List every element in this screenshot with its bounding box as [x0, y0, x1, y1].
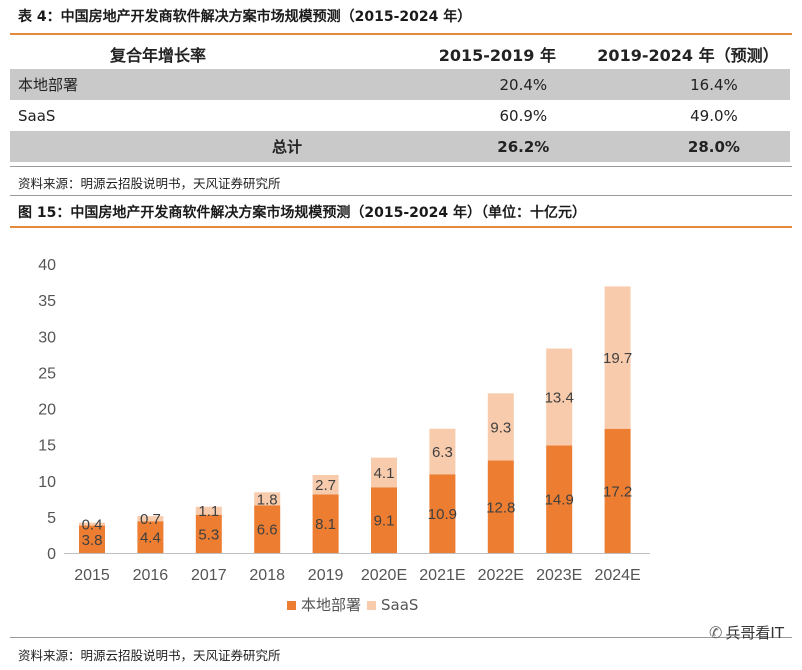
bar-onpremise [312, 494, 339, 553]
bar-saas [429, 428, 456, 475]
data-label-saas: 1.1 [198, 503, 219, 520]
bar-onpremise [429, 474, 456, 553]
data-label-saas: 4.1 [374, 465, 395, 482]
y-tick-label: 30 [38, 329, 56, 346]
bar-onpremise [79, 525, 105, 553]
data-label-saas: 9.3 [490, 419, 511, 436]
data-label-saas: 19.7 [603, 350, 632, 367]
header-2015-2019: 2015-2019 年 [438, 45, 556, 65]
y-tick-label: 15 [38, 438, 56, 455]
row-label: 总计 [10, 131, 409, 162]
data-label-onpremise: 4.4 [140, 530, 161, 547]
legend-label: 本地部署 [301, 596, 361, 614]
data-label-saas: 0.4 [82, 517, 103, 534]
bar-onpremise [487, 460, 514, 553]
legend-swatch [367, 601, 376, 610]
table-title: 表 4：中国房地产开发商软件解决方案市场规模预测（2015-2024 年） [18, 9, 472, 25]
data-label-onpremise: 8.1 [315, 516, 336, 533]
stacked-bar-chart: 0 5 10 15 20 25 30 35 40 3.80.4 2015 4.4 0.7 2016 5.3 1… [38, 257, 650, 614]
row-label: SaaS [18, 106, 56, 125]
table-top-rule [10, 33, 792, 35]
bar-onpremise [195, 514, 222, 553]
data-label-saas: 0.7 [140, 511, 161, 528]
data-label-saas: 6.3 [432, 444, 453, 461]
data-label-onpremise: 6.6 [257, 522, 278, 539]
figure-title: 图 15：中国房地产开发商软件解决方案市场规模预测（2015-2024 年）（单… [18, 205, 586, 221]
table-row-total: 总计 26.2% 28.0% [10, 131, 790, 162]
data-label-onpremise: 5.3 [198, 526, 219, 543]
header-2019-2024: 2019-2024 年（预测） [597, 45, 779, 65]
row-value: 49.0% [690, 106, 738, 125]
x-tick-label: 2019 [308, 567, 344, 584]
bar-onpremise [371, 487, 397, 553]
table-header-row: 复合年增长率 2015-2019 年 2019-2024 年（预测） [10, 38, 790, 69]
x-tick-label: 2020E [361, 567, 407, 584]
header-cagr: 复合年增长率 [110, 45, 207, 65]
row-value: 20.4% [408, 69, 586, 100]
data-label-saas: 2.7 [315, 477, 336, 494]
watermark-text: 兵哥看IT [725, 624, 784, 642]
data-label-onpremise: 14.9 [545, 492, 574, 509]
bar-saas [254, 492, 281, 506]
bar-onpremise [546, 445, 573, 553]
bar-saas [137, 516, 164, 522]
bar-onpremise [137, 521, 164, 553]
y-tick-label: 20 [38, 402, 56, 419]
bar-saas [371, 457, 397, 488]
x-tick-label: 2016 [133, 567, 169, 584]
data-label-onpremise: 9.1 [374, 513, 395, 530]
wechat-icon: ✆ [709, 623, 723, 642]
row-value: 60.9% [499, 106, 548, 125]
data-label-saas: 1.8 [257, 491, 278, 508]
data-label-onpremise: 12.8 [486, 499, 515, 516]
figure-bottom-rule [10, 637, 792, 638]
data-label-saas: 13.4 [545, 389, 574, 406]
cagr-table: 复合年增长率 2015-2019 年 2019-2024 年（预测） 本地部署 … [10, 38, 790, 162]
bar-onpremise [604, 428, 631, 553]
x-tick-label: 2023E [536, 567, 582, 584]
table-source: 资料来源：明源云招股说明书，天风证券研究所 [18, 176, 281, 191]
bar-saas [195, 506, 222, 515]
x-tick-label: 2022E [478, 567, 524, 584]
row-value: 26.2% [408, 131, 586, 162]
data-label-onpremise: 3.8 [82, 532, 103, 549]
bar-saas [546, 348, 573, 446]
bar-saas [312, 474, 339, 495]
bar-onpremise [254, 505, 281, 553]
x-tick-label: 2024E [594, 567, 640, 584]
table-row: 本地部署 20.4% 16.4% [10, 69, 790, 100]
figure-title-rule [10, 226, 792, 228]
data-label-onpremise: 10.9 [428, 506, 457, 523]
table-row: SaaS 60.9% 49.0% [10, 100, 790, 131]
data-label-onpremise: 17.2 [603, 483, 632, 500]
row-value: 16.4% [585, 69, 790, 100]
bar-saas [604, 286, 631, 429]
y-tick-label: 35 [38, 293, 56, 310]
figure-top-divider [10, 195, 792, 196]
row-value: 28.0% [585, 131, 790, 162]
table-bottom-rule [10, 166, 792, 167]
x-tick-label: 2021E [419, 567, 465, 584]
bar-saas [487, 393, 514, 461]
row-label: 本地部署 [10, 69, 409, 100]
figure-source: 资料来源：明源云招股说明书，天风证券研究所 [18, 648, 281, 663]
y-tick-label: 40 [38, 257, 56, 274]
legend-label: SaaS [381, 596, 418, 614]
y-tick-label: 0 [47, 546, 56, 563]
x-tick-label: 2015 [74, 567, 110, 584]
y-tick-label: 10 [38, 474, 56, 491]
y-tick-label: 25 [38, 365, 56, 382]
x-tick-label: 2018 [249, 567, 285, 584]
x-tick-label: 2017 [191, 567, 227, 584]
watermark: ✆ 兵哥看IT [709, 622, 784, 643]
bar-saas [79, 522, 105, 526]
legend-swatch [287, 601, 296, 610]
y-tick-label: 5 [47, 510, 56, 527]
